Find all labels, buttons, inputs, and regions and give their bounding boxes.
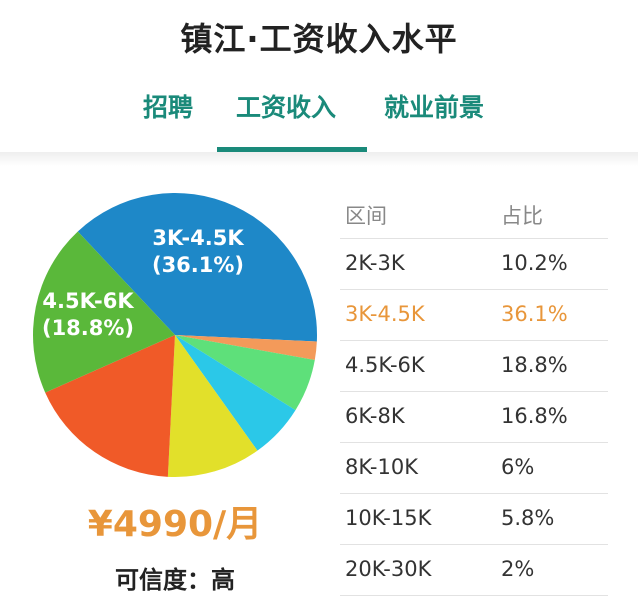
salary-distribution-table: 区间 占比 2K-3K 10.2% 3K-4.5K 36.1% 4.5K-6K …	[340, 188, 608, 596]
header-divider	[0, 152, 638, 166]
row-percent: 2%	[501, 557, 535, 581]
row-percent: 5.8%	[501, 506, 555, 530]
row-range: 4.5K-6K	[345, 353, 425, 377]
row-percent: 16.8%	[501, 404, 568, 428]
pie-slice-4.5K-6K	[33, 231, 175, 393]
page-title: 镇江·工资收入水平	[180, 20, 458, 58]
header-percent: 占比	[501, 204, 543, 228]
row-range: 8K-10K	[345, 455, 418, 479]
tab-bar: 招聘 工资收入 就业前景	[0, 88, 638, 152]
active-tab-indicator	[217, 147, 367, 152]
pie-label-range: 4.5K-6K	[42, 289, 134, 313]
pie-slice-10K-15K	[175, 335, 315, 411]
table-row: 10K-15K 5.8%	[340, 494, 608, 545]
row-percent: 18.8%	[501, 353, 568, 377]
table-row-highlighted: 3K-4.5K 36.1%	[340, 290, 608, 341]
pie-label-range: 3K-4.5K	[152, 226, 244, 250]
tab-employment-outlook[interactable]: 就业前景	[384, 93, 485, 122]
row-range: 2K-3K	[345, 251, 405, 275]
row-range: 3K-4.5K	[345, 302, 425, 326]
confidence-level: 可信度：高	[115, 566, 235, 594]
pie-slice-6K-8K	[45, 335, 175, 477]
tab-recruitment[interactable]: 招聘	[143, 93, 194, 122]
pie-slice-2K-3K	[167, 335, 258, 477]
pie-slice-8K-10K	[175, 335, 296, 451]
pie-label-percent: (18.8%)	[42, 316, 134, 340]
table-row: 4.5K-6K 18.8%	[340, 341, 608, 392]
table-row: 20K-30K 2%	[340, 545, 608, 596]
table-row: 2K-3K 10.2%	[340, 239, 608, 290]
table-header-row: 区间 占比	[340, 188, 608, 239]
row-range: 10K-15K	[345, 506, 432, 530]
row-percent: 10.2%	[501, 251, 568, 275]
table-row: 8K-10K 6%	[340, 443, 608, 494]
pie-slice-3K-4.5K	[77, 193, 317, 342]
average-salary: ¥4990/月	[87, 504, 263, 545]
pie-chart-svg: 3K-4.5K (36.1%) 4.5K-6K (18.8%)	[33, 193, 317, 477]
row-range: 20K-30K	[345, 557, 432, 581]
header-range: 区间	[345, 204, 387, 228]
row-percent: 6%	[501, 455, 535, 479]
salary-pie-chart: 3K-4.5K (36.1%) 4.5K-6K (18.8%)	[30, 190, 320, 480]
pie-slice-20K-30K	[175, 335, 317, 360]
tab-salary-income[interactable]: 工资收入	[236, 93, 337, 122]
row-percent: 36.1%	[501, 302, 568, 326]
pie-label-percent: (36.1%)	[152, 253, 244, 277]
row-range: 6K-8K	[345, 404, 405, 428]
table-row: 6K-8K 16.8%	[340, 392, 608, 443]
